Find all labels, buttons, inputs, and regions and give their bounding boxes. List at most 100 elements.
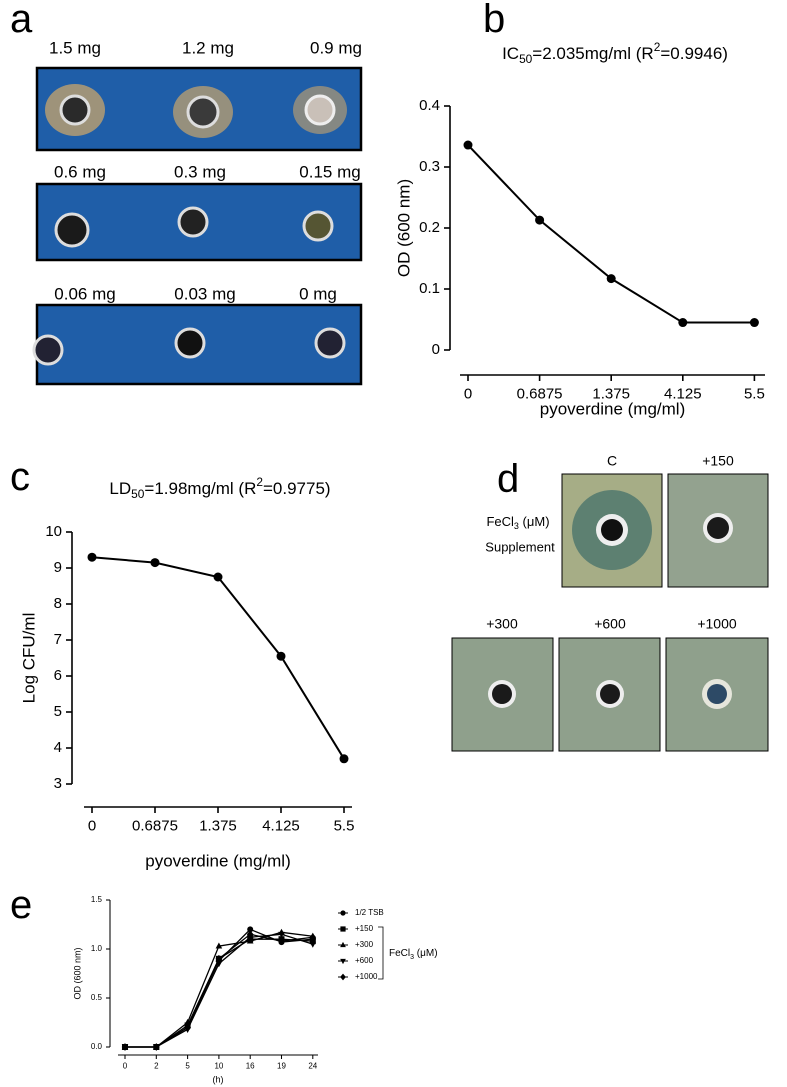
x-tick-label: 0 (123, 1061, 128, 1070)
marker (246, 930, 254, 939)
y-axis-label: OD (600 nm) (394, 179, 413, 277)
y-tick-label: 0.2 (419, 219, 440, 236)
marker (463, 140, 473, 150)
marker (121, 1043, 129, 1051)
text-part: 3 (410, 954, 414, 961)
x-tick-label: 1.375 (592, 385, 630, 402)
marker (309, 941, 317, 948)
plate-photo (558, 637, 661, 752)
legend-marker (340, 973, 346, 981)
legend-label: +150 (355, 924, 374, 933)
data-line (125, 933, 313, 1048)
marker (278, 937, 285, 946)
legend-marker (340, 910, 346, 916)
marker (749, 318, 759, 328)
x-tick-label: 4.125 (262, 817, 300, 834)
marker (184, 1023, 191, 1032)
text-part: 2 (256, 475, 263, 489)
marker (678, 318, 688, 328)
plate-label: 1.2 mg (182, 38, 234, 57)
plate-photo (561, 473, 663, 588)
marker (535, 215, 545, 225)
plate-photo (451, 637, 554, 752)
marker (87, 552, 97, 562)
side-label: FeCl3 (μM) (486, 514, 549, 531)
y-tick-label: 5 (54, 703, 62, 720)
x-tick-label: 2 (154, 1061, 159, 1070)
data-line (467, 144, 755, 324)
panel-letter: e (10, 883, 32, 927)
x-tick-label: 5 (185, 1061, 190, 1070)
plate-label: +600 (594, 616, 626, 632)
x-tick-label: 1.375 (199, 817, 237, 834)
x-tick-label: 5.5 (744, 385, 765, 402)
marker (215, 954, 223, 963)
y-tick-label: 0 (432, 341, 440, 358)
x-tick-label: 4.125 (664, 385, 702, 402)
x-tick-label: 0 (464, 385, 472, 402)
panel-letter: d (497, 457, 519, 501)
x-tick-label: 16 (246, 1061, 255, 1070)
text-part: IC (502, 44, 519, 63)
y-tick-label: 7 (54, 631, 62, 648)
y-axis-label: Log CFU/ml (19, 613, 38, 704)
plate-label: +300 (486, 616, 518, 632)
x-axis-label: (h) (213, 1074, 224, 1084)
x-tick-label: 0.6875 (132, 817, 178, 834)
panel-letter: c (10, 455, 30, 499)
text-part: =0.9946) (660, 44, 728, 63)
x-tick-label: 5.5 (334, 817, 355, 834)
plate-label: C (607, 453, 617, 469)
text-part: 50 (519, 52, 533, 66)
y-tick-label: 0.0 (91, 1042, 103, 1051)
y-tick-label: 8 (54, 595, 62, 612)
y-tick-label: 3 (54, 775, 62, 792)
x-tick-label: 0 (88, 817, 96, 834)
marker (184, 1018, 191, 1025)
text-part: FeCl (389, 948, 410, 959)
plate-label: 0.06 mg (54, 284, 115, 303)
plate-photo (667, 473, 769, 588)
plate-row (32, 303, 363, 386)
side-label-part: 3 (514, 521, 519, 531)
marker (309, 938, 316, 945)
x-tick-label: 24 (308, 1061, 317, 1070)
marker (150, 558, 160, 568)
plate-label: +150 (702, 453, 734, 469)
data-line (125, 933, 313, 1048)
marker (276, 651, 286, 661)
side-label-part: FeCl (486, 514, 514, 529)
text-part: =2.035mg/ml (R (532, 44, 653, 63)
panel-letter: a (10, 0, 33, 41)
x-tick-label: 10 (214, 1061, 223, 1070)
legend-label: 1/2 TSB (355, 908, 384, 917)
plate-label: 0.03 mg (174, 284, 235, 303)
text-part: =1.98mg/ml (R (144, 479, 256, 498)
text-part: LD (109, 479, 131, 498)
y-tick-label: 1.5 (91, 895, 103, 904)
side-label-part: (μM) (519, 514, 550, 529)
side-label: Supplement (485, 539, 555, 554)
legend-marker (340, 958, 346, 965)
panel-letter: b (483, 0, 505, 41)
plate-label: 0.6 mg (54, 162, 106, 181)
marker (309, 933, 317, 942)
y-tick-label: 9 (54, 559, 62, 576)
legend-marker (340, 926, 346, 932)
text-part: 50 (131, 487, 145, 501)
marker (215, 961, 223, 968)
plate-label: +1000 (697, 616, 737, 632)
chart-title: IC50=2.035mg/ml (R2=0.9946) (502, 40, 728, 66)
text-part: 2 (654, 40, 661, 54)
y-tick-label: 1.0 (91, 944, 103, 953)
data-line (91, 556, 345, 760)
data-line (125, 931, 313, 1048)
legend-label: +600 (355, 956, 374, 965)
marker (153, 1043, 160, 1051)
plate-label: 0 mg (299, 284, 337, 303)
y-tick-label: 6 (54, 667, 62, 684)
legend-bracket (378, 926, 384, 980)
plate-label: 0.9 mg (310, 38, 362, 57)
y-tick-label: 0.1 (419, 280, 440, 297)
